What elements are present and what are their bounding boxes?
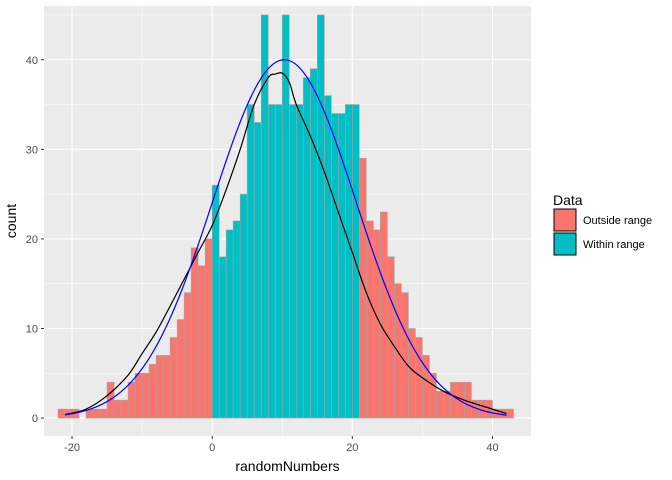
bar-outside-range — [401, 292, 409, 419]
bar-within-range — [211, 184, 220, 419]
legend-key-outside-range — [553, 208, 577, 232]
bar-within-range — [274, 104, 283, 419]
bar-outside-range — [359, 157, 367, 419]
x-tick-label: 40 — [486, 442, 498, 454]
bar-within-range — [267, 104, 276, 419]
legend: Data Outside range Within range — [553, 192, 652, 256]
bar-outside-range — [162, 355, 171, 419]
bar-outside-range — [380, 211, 388, 419]
normal-fit-curve — [64, 59, 507, 416]
bar-outside-range — [506, 408, 514, 419]
axis-ticks: -20 0 20 40 0 10 20 30 40 — [26, 55, 499, 454]
bar-within-range — [316, 14, 325, 419]
bar-outside-range — [436, 390, 444, 419]
bar-outside-range — [197, 265, 206, 419]
y-tick-label: 10 — [26, 324, 38, 336]
bar-within-range — [309, 68, 318, 419]
bar-outside-range — [450, 381, 458, 419]
density-curve — [64, 72, 507, 416]
bar-within-range — [253, 122, 262, 419]
bar-outside-range — [204, 238, 213, 419]
x-tick-label: -20 — [64, 442, 80, 454]
bar-outside-range — [99, 408, 108, 419]
bar-outside-range — [57, 408, 66, 419]
bar-outside-range — [155, 355, 164, 419]
bar-outside-range — [190, 247, 199, 419]
y-tick-label: 0 — [32, 413, 38, 425]
bar-within-range — [288, 104, 297, 419]
bar-within-range — [295, 104, 304, 419]
bar-outside-range — [183, 292, 192, 419]
bar-outside-range — [141, 372, 150, 419]
bar-outside-range — [120, 399, 129, 419]
histogram-bars — [57, 14, 514, 419]
bar-outside-range — [408, 328, 416, 419]
legend-title: Data — [553, 192, 583, 208]
fitted-curves — [64, 59, 507, 416]
bar-within-range — [323, 95, 332, 419]
legend-label-within-range: Within range — [583, 239, 645, 251]
bar-outside-range — [169, 337, 178, 419]
bar-within-range — [239, 193, 248, 419]
bar-within-range — [246, 104, 255, 419]
bar-outside-range — [443, 390, 451, 419]
bar-outside-range — [176, 319, 185, 419]
y-tick-label: 30 — [26, 144, 38, 156]
bar-within-range — [345, 104, 353, 419]
x-tick-label: 0 — [209, 442, 215, 454]
legend-key-within-range — [553, 232, 577, 256]
y-tick-label: 20 — [26, 234, 38, 246]
bar-outside-range — [148, 364, 157, 419]
bar-outside-range — [127, 381, 136, 419]
bar-outside-range — [415, 337, 423, 419]
bar-within-range — [330, 113, 339, 419]
x-tick-label: 20 — [346, 442, 358, 454]
bar-within-range — [225, 229, 234, 419]
legend-label-outside-range: Outside range — [583, 215, 652, 227]
bar-outside-range — [106, 381, 115, 419]
x-axis-title: randomNumbers — [235, 458, 339, 474]
y-axis-title: count — [3, 204, 19, 238]
bar-outside-range — [373, 229, 381, 419]
bar-outside-range — [92, 408, 101, 419]
bar-within-range — [232, 220, 241, 419]
bar-outside-range — [113, 399, 122, 419]
y-tick-label: 40 — [26, 55, 38, 67]
bar-outside-range — [134, 372, 143, 419]
bar-within-range — [218, 256, 227, 419]
